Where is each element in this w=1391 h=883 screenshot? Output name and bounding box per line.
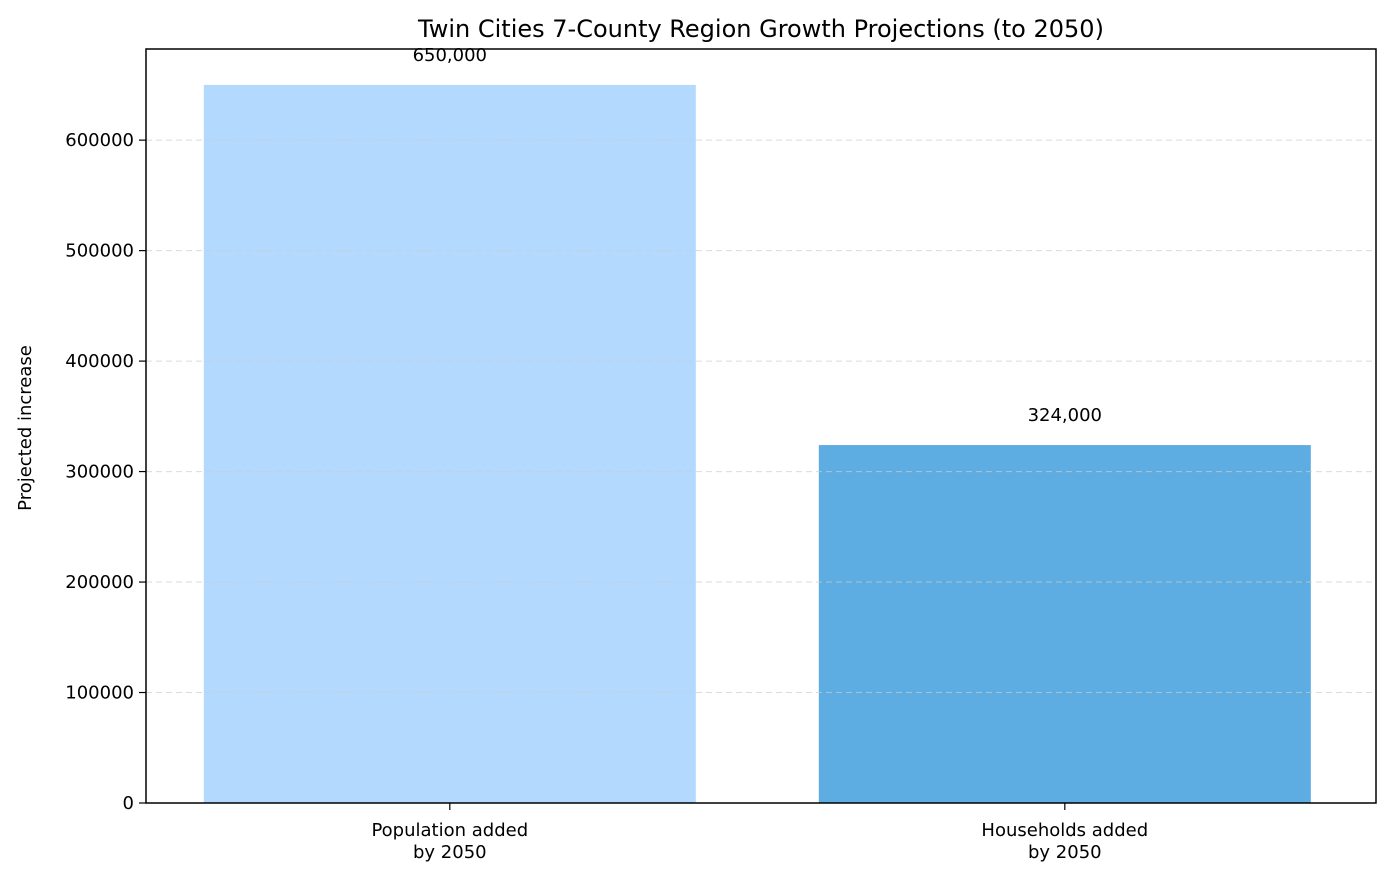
x-tick-label: by 2050 [1028,842,1102,863]
y-tick-label: 0 [123,793,134,814]
plot-frame [145,48,1377,804]
y-tick-label: 600000 [65,130,134,151]
data-label: 650,000 [413,45,487,66]
y-axis-label: Projected increase [15,345,36,511]
y-tick-label: 500000 [65,241,134,262]
data-label: 324,000 [1028,405,1102,426]
x-tick-label: Population added [371,820,528,841]
chart-title: Twin Cities 7-County Region Growth Proje… [417,15,1104,43]
y-tick-label: 100000 [65,683,134,704]
y-tick-label: 400000 [65,351,134,372]
x-tick-label: by 2050 [413,842,487,863]
x-tick-label: Households added [981,820,1148,841]
y-tick-label: 200000 [65,572,134,593]
y-tick-label: 300000 [65,462,134,483]
bar [818,445,1311,803]
bar [203,84,696,803]
